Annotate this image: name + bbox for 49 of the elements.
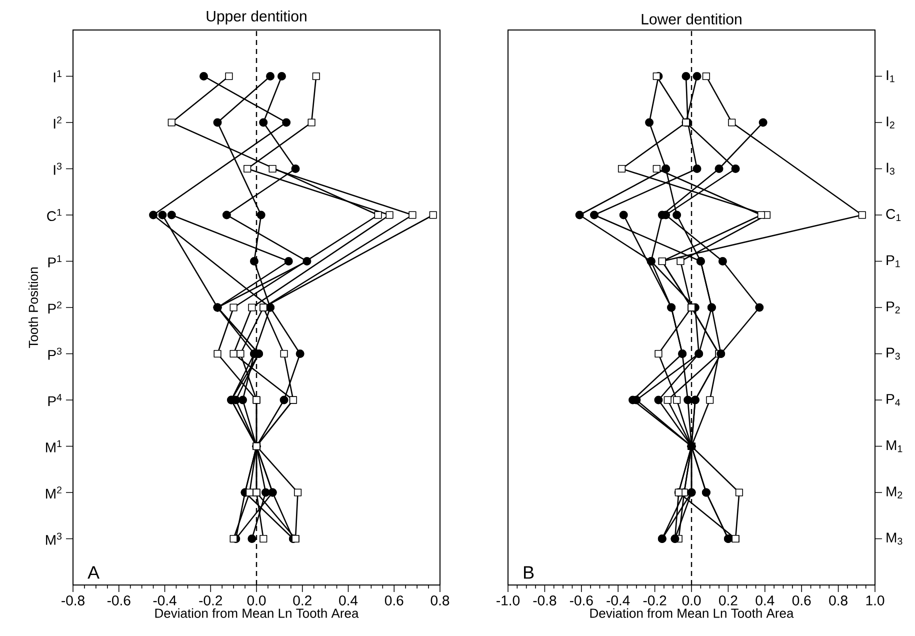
y-tick-label: M$^{2}$	[46, 486, 62, 499]
x-axis-title: Deviation from Mean Ln Tooth Area	[155, 608, 359, 618]
x-tick-label: -0.2	[199, 596, 222, 606]
y-tick-label: P$_{1}$	[886, 255, 900, 268]
y-tick-label: M$_{1}$	[886, 440, 902, 452]
x-tick-label: 0.8	[430, 596, 450, 606]
y-tick-label: P$^{4}$	[48, 394, 62, 406]
y-tick-label: P$_{4}$	[886, 394, 900, 406]
x-tick-label: -1.0	[496, 596, 520, 606]
x-tick-label: -0.6	[570, 596, 593, 606]
y-tick-label: P$_{3}$	[886, 348, 900, 360]
y-tick-label: P$^{1}$	[48, 255, 62, 268]
y-tick-label: P$^{2}$	[48, 301, 62, 314]
annotation: B	[524, 566, 534, 579]
y-tick-label: C$_{1}$	[886, 209, 901, 221]
x-tick-label: 0.8	[829, 596, 848, 606]
x-tick-label: 0.6	[792, 596, 811, 606]
x-tick-label: 0.4	[756, 596, 774, 606]
y-tick-label: P$_{2}$	[886, 302, 900, 314]
y-tick-label: I$_{2}$	[886, 116, 894, 128]
y-tick-label: M$^{1}$	[46, 440, 62, 452]
y-tick-label: I$^{3}$	[54, 162, 62, 175]
y-tick-label: I$^{2}$	[54, 116, 62, 129]
x-tick-label: 0.6	[384, 596, 404, 606]
x-axis-title: Deviation from Mean Ln Tooth Area	[590, 608, 794, 618]
annotation: A	[88, 566, 100, 579]
x-tick-label: 0.2	[293, 596, 312, 606]
y-tick-label: I$^{1}$	[54, 70, 62, 82]
x-tick-label: -0.4	[153, 596, 176, 606]
x-tick-label: 0.0	[247, 596, 266, 606]
x-tick-label: -0.2	[643, 596, 666, 606]
y-tick-label: P$^{3}$	[48, 348, 62, 360]
y-axis-title: Tooth Position	[28, 268, 38, 348]
y-tick-label: I$_{3}$	[886, 162, 894, 175]
y-tick-label: M$^{3}$	[46, 532, 62, 545]
chart-title: Upper dentition	[206, 10, 306, 24]
y-tick-label: C$^{1}$	[47, 208, 62, 222]
x-tick-label: 0.0	[682, 596, 701, 606]
x-tick-label: 1.0	[866, 596, 884, 606]
chart-title: Lower dentition	[642, 13, 742, 24]
x-tick-label: -0.8	[533, 596, 556, 606]
y-tick-label: M$_{3}$	[886, 532, 902, 545]
x-tick-label: -0.8	[62, 596, 84, 606]
x-tick-label: 0.4	[339, 596, 358, 606]
x-tick-label: -0.4	[606, 596, 630, 606]
x-tick-label: -0.6	[107, 596, 130, 606]
y-tick-label: I$_{1}$	[886, 70, 894, 82]
y-tick-label: M$_{2}$	[886, 486, 902, 498]
x-tick-label: 0.2	[719, 596, 738, 606]
